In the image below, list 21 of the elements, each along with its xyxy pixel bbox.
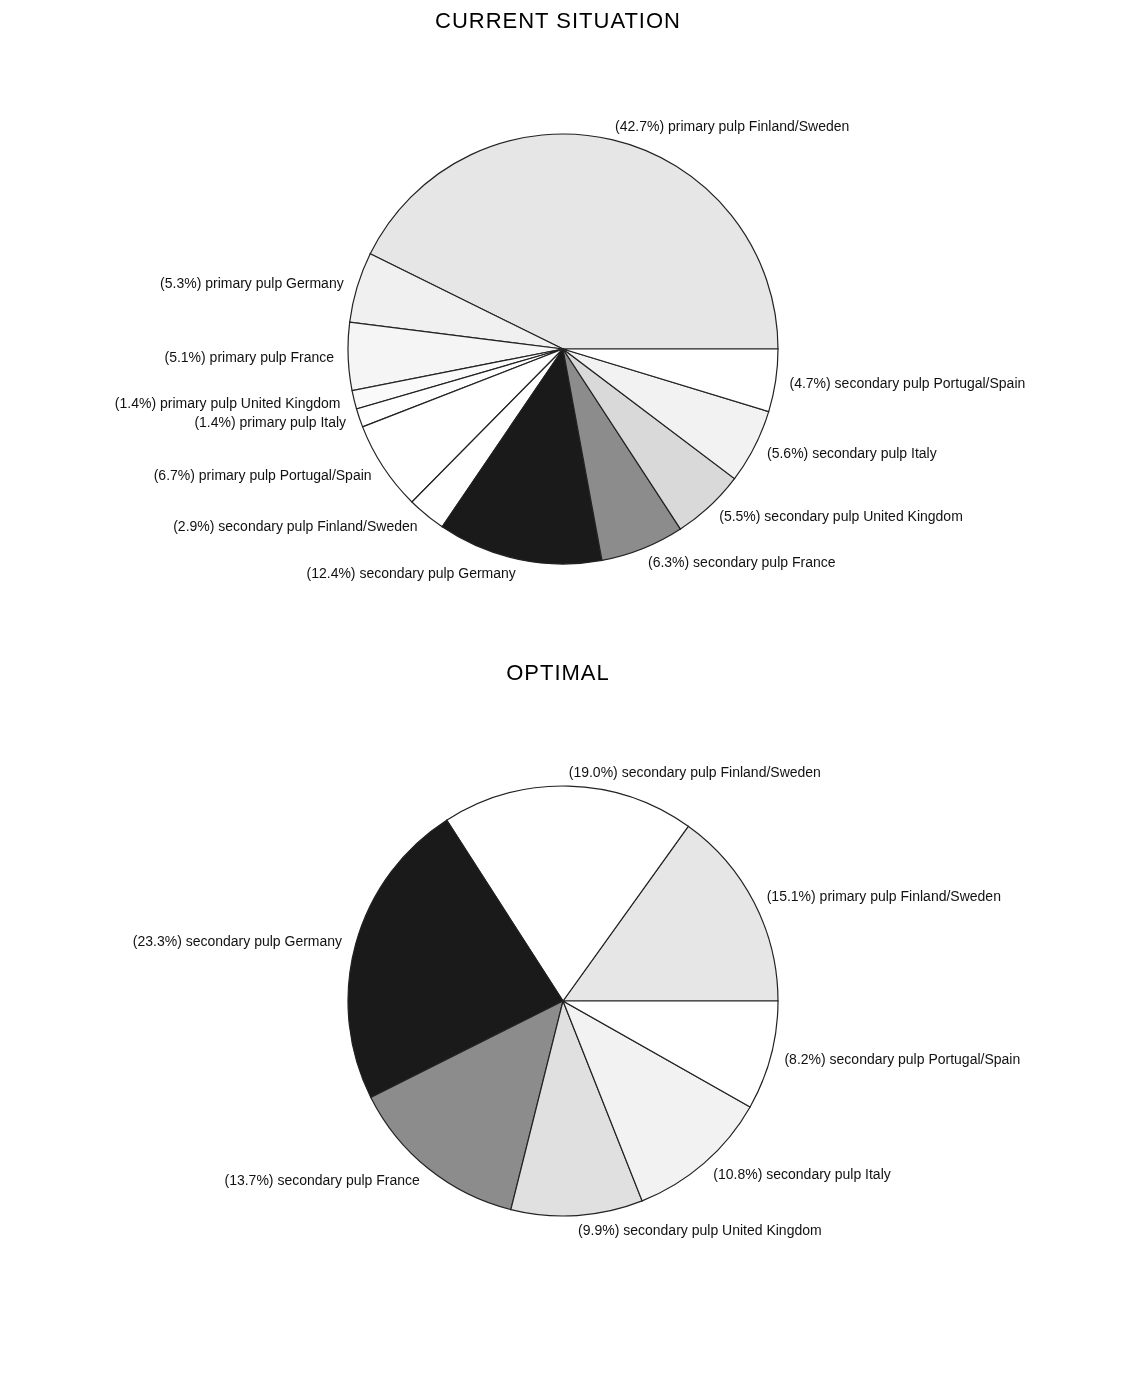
slice-label: (8.2%) secondary pulp Portugal/Spain <box>784 1051 1021 1068</box>
chart-title: OPTIMAL <box>505 660 611 686</box>
slice-label: (10.8%) secondary pulp Italy <box>713 1165 891 1182</box>
slice-label: (6.3%) secondary pulp France <box>647 553 836 570</box>
slice-label: (15.1%) primary pulp Finland/Sweden <box>766 888 1001 905</box>
slice-label: (9.9%) secondary pulp United Kingdom <box>578 1221 822 1238</box>
slice-label: (13.7%) secondary pulp France <box>224 1171 421 1188</box>
slice-label: (12.4%) secondary pulp Germany <box>306 565 516 582</box>
slice-label: (19.0%) secondary pulp Finland/Sweden <box>568 764 821 781</box>
slice-label: (5.6%) secondary pulp Italy <box>767 444 937 461</box>
chart-title: CURRENT SITUATION <box>434 8 682 34</box>
slice-label: (1.4%) primary pulp United Kingdom <box>114 395 341 412</box>
slice-label: (6.7%) primary pulp Portugal/Spain <box>153 466 372 483</box>
slice-label: (1.4%) primary pulp Italy <box>194 414 347 431</box>
slice-label: (23.3%) secondary pulp Germany <box>132 932 343 949</box>
slice-label: (2.9%) secondary pulp Finland/Sweden <box>173 517 418 534</box>
slice-label: (4.7%) secondary pulp Portugal/Spain <box>789 374 1026 391</box>
slice-label: (5.3%) primary pulp Germany <box>160 275 344 292</box>
slice-label: (5.1%) primary pulp France <box>164 348 335 365</box>
slice-label: (42.7%) primary pulp Finland/Sweden <box>615 118 850 134</box>
slice-label: (5.5%) secondary pulp United Kingdom <box>719 508 963 525</box>
